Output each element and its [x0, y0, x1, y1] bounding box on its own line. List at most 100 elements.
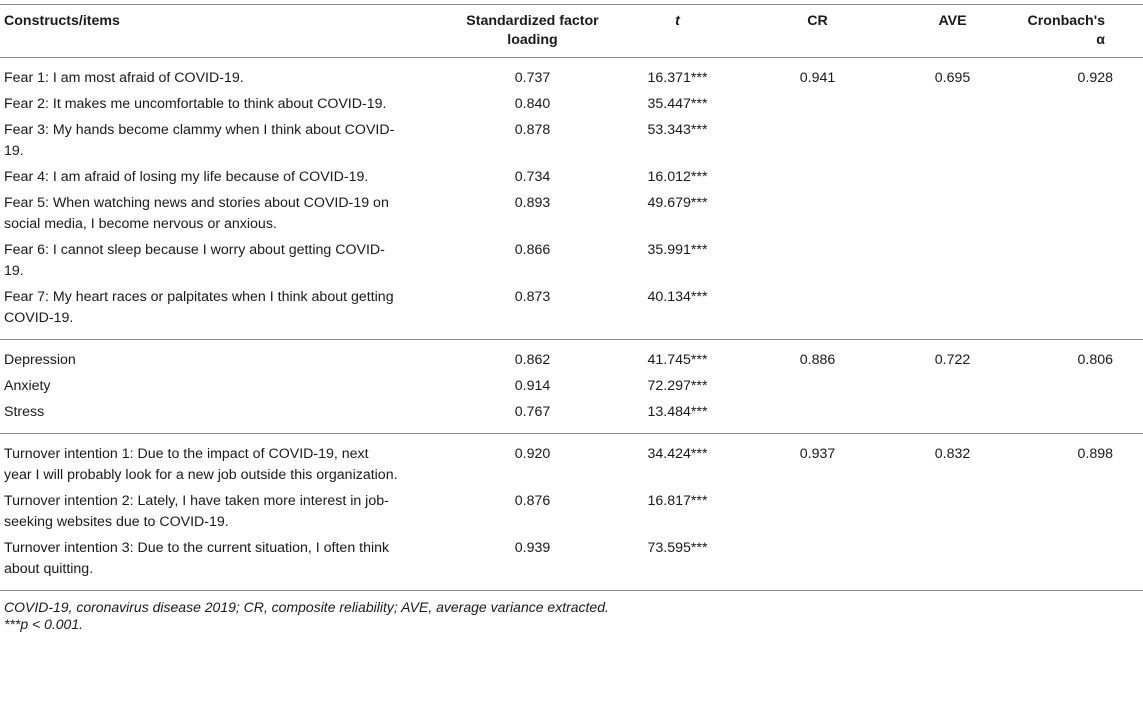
alpha-cell: [1020, 237, 1143, 284]
table-row: Turnover intention 1: Due to the impact …: [0, 434, 1143, 489]
ave-cell: [885, 284, 1020, 340]
item-cell: Fear 7: My heart races or palpitates whe…: [4, 289, 394, 326]
table-row: Fear 3: My hands become clammy when I th…: [0, 117, 1143, 164]
t-value-cell: 16.817***: [647, 493, 708, 509]
alpha-cell: [1020, 373, 1143, 399]
cr-cell: [750, 399, 885, 434]
cr-cell: [750, 237, 885, 284]
note-abbreviations: COVID-19, coronavirus disease 2019; CR, …: [4, 599, 609, 615]
ave-cell: [885, 164, 1020, 190]
header-ave: AVE: [938, 13, 967, 29]
t-value-cell: 41.745***: [647, 352, 708, 368]
construct-group: Turnover intention 1: Due to the impact …: [0, 434, 1143, 591]
item-cell: Depression: [4, 352, 76, 368]
alpha-cell: [1020, 399, 1143, 434]
t-value-cell: 13.484***: [647, 404, 708, 420]
item-cell: Turnover intention 3: Due to the current…: [4, 540, 390, 577]
loading-cell: 0.840: [514, 96, 551, 112]
t-value-cell: 72.297***: [647, 378, 708, 394]
cr-cell: 0.937: [799, 446, 836, 462]
alpha-cell: 0.898: [1077, 446, 1113, 462]
item-cell: Anxiety: [4, 378, 51, 394]
ave-cell: 0.722: [934, 352, 971, 368]
t-value-cell: 16.371***: [647, 70, 708, 86]
t-value-cell: 73.595***: [647, 540, 708, 556]
item-cell: Stress: [4, 404, 45, 420]
ave-cell: [885, 399, 1020, 434]
t-value-cell: 35.991***: [647, 242, 708, 258]
construct-group: Depression 0.862 41.745*** 0.886 0.722 0.806 A…: [0, 340, 1143, 434]
loading-cell: 0.876: [514, 493, 551, 509]
table-row: Fear 2: It makes me uncomfortable to thi…: [0, 91, 1143, 117]
loading-cell: 0.878: [514, 122, 551, 138]
t-value-cell: 16.012***: [647, 169, 708, 185]
note-significance: ***p < 0.001.: [4, 616, 84, 632]
item-cell: Fear 5: When watching news and stories a…: [4, 195, 389, 232]
table-row: Turnover intention 3: Due to the current…: [0, 535, 1143, 591]
ave-cell: [885, 91, 1020, 117]
cr-cell: [750, 284, 885, 340]
table-row: Fear 4: I am afraid of losing my life be…: [0, 164, 1143, 190]
ave-cell: 0.695: [934, 70, 971, 86]
alpha-cell: [1020, 91, 1143, 117]
cr-cell: 0.886: [799, 352, 836, 368]
item-cell: Turnover intention 1: Due to the impact …: [4, 446, 398, 483]
t-value-cell: 53.343***: [647, 122, 708, 138]
ave-cell: [885, 488, 1020, 535]
t-value-cell: 40.134***: [647, 289, 708, 305]
cr-cell: [750, 488, 885, 535]
alpha-cell: [1020, 488, 1143, 535]
table-row: Fear 7: My heart races or palpitates whe…: [0, 284, 1143, 340]
ave-cell: [885, 535, 1020, 591]
loading-cell: 0.893: [514, 195, 551, 211]
loading-cell: 0.767: [514, 404, 551, 420]
loading-cell: 0.939: [514, 540, 551, 556]
table-row: Fear 6: I cannot sleep because I worry a…: [0, 237, 1143, 284]
reliability-table: Constructs/items Standardized factor loa…: [0, 4, 1143, 591]
t-value-cell: 49.679***: [647, 195, 708, 211]
header-constructs: Constructs/items: [4, 13, 120, 29]
construct-group: Fear 1: I am most afraid of COVID-19. 0.7…: [0, 58, 1143, 340]
table-row: Fear 5: When watching news and stories a…: [0, 190, 1143, 237]
item-cell: Fear 2: It makes me uncomfortable to thi…: [4, 96, 387, 112]
loading-cell: 0.920: [514, 446, 551, 462]
loading-cell: 0.873: [514, 289, 551, 305]
cr-cell: 0.941: [799, 70, 836, 86]
item-cell: Fear 4: I am afraid of losing my life be…: [4, 169, 369, 185]
ave-cell: [885, 373, 1020, 399]
table-page: Constructs/items Standardized factor loa…: [0, 4, 1143, 705]
ave-cell: [885, 190, 1020, 237]
loading-cell: 0.914: [514, 378, 551, 394]
header-t: t: [675, 13, 680, 29]
table-row: Fear 1: I am most afraid of COVID-19. 0.7…: [0, 58, 1143, 92]
alpha-cell: [1020, 164, 1143, 190]
t-value-cell: 35.447***: [647, 96, 708, 112]
loading-cell: 0.862: [514, 352, 551, 368]
ave-cell: [885, 117, 1020, 164]
alpha-cell: [1020, 190, 1143, 237]
cr-cell: [750, 535, 885, 591]
alpha-cell: [1020, 535, 1143, 591]
cr-cell: [750, 190, 885, 237]
loading-cell: 0.737: [514, 70, 551, 86]
cr-cell: [750, 117, 885, 164]
item-cell: Fear 6: I cannot sleep because I worry a…: [4, 242, 385, 279]
cr-cell: [750, 164, 885, 190]
item-cell: Fear 3: My hands become clammy when I th…: [4, 122, 395, 159]
table-row: Depression 0.862 41.745*** 0.886 0.722 0.806: [0, 340, 1143, 374]
item-cell: Turnover intention 2: Lately, I have tak…: [4, 493, 389, 530]
table-row: Turnover intention 2: Lately, I have tak…: [0, 488, 1143, 535]
cr-cell: [750, 91, 885, 117]
table-notes: COVID-19, coronavirus disease 2019; CR, …: [0, 591, 1143, 633]
table-row: Stress 0.767 13.484***: [0, 399, 1143, 434]
ave-cell: 0.832: [934, 446, 971, 462]
alpha-cell: [1020, 117, 1143, 164]
t-value-cell: 34.424***: [647, 446, 708, 462]
loading-cell: 0.734: [514, 169, 551, 185]
cr-cell: [750, 373, 885, 399]
item-cell: Fear 1: I am most afraid of COVID-19.: [4, 70, 244, 86]
ave-cell: [885, 237, 1020, 284]
table-row: Anxiety 0.914 72.297***: [0, 373, 1143, 399]
alpha-cell: [1020, 284, 1143, 340]
header-row: Constructs/items Standardized factor loa…: [0, 4, 1143, 58]
